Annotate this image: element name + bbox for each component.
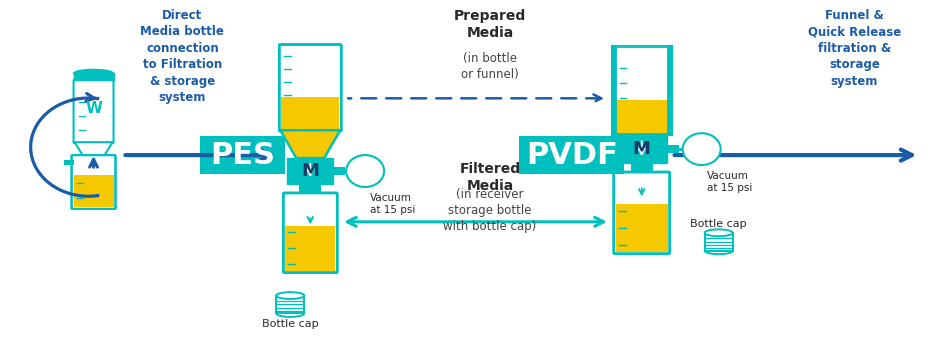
FancyBboxPatch shape xyxy=(86,158,102,170)
FancyBboxPatch shape xyxy=(520,136,624,174)
Ellipse shape xyxy=(276,310,304,317)
FancyBboxPatch shape xyxy=(200,136,285,174)
FancyBboxPatch shape xyxy=(73,73,114,80)
Ellipse shape xyxy=(705,247,732,254)
FancyBboxPatch shape xyxy=(617,135,667,163)
FancyBboxPatch shape xyxy=(616,46,668,100)
Text: Vacuum
at 15 psi: Vacuum at 15 psi xyxy=(707,171,752,193)
Text: (in bottle
or funnel): (in bottle or funnel) xyxy=(461,53,519,81)
FancyBboxPatch shape xyxy=(285,226,335,271)
Text: Bottle cap: Bottle cap xyxy=(691,219,747,229)
FancyBboxPatch shape xyxy=(287,158,333,184)
FancyBboxPatch shape xyxy=(667,145,678,153)
Text: M: M xyxy=(633,140,651,158)
FancyBboxPatch shape xyxy=(73,80,114,143)
Polygon shape xyxy=(705,233,732,251)
FancyBboxPatch shape xyxy=(612,45,672,135)
Text: (in receiver
storage bottle
with bottle cap): (in receiver storage bottle with bottle … xyxy=(444,188,537,233)
FancyBboxPatch shape xyxy=(283,193,337,273)
Text: PVDF: PVDF xyxy=(526,141,618,170)
Text: W: W xyxy=(86,101,102,116)
FancyBboxPatch shape xyxy=(279,45,341,131)
FancyBboxPatch shape xyxy=(616,100,668,134)
FancyBboxPatch shape xyxy=(616,204,668,252)
Text: M: M xyxy=(301,162,319,180)
Ellipse shape xyxy=(705,229,732,236)
Ellipse shape xyxy=(276,292,304,299)
FancyBboxPatch shape xyxy=(631,163,653,173)
Text: Filtered
Media: Filtered Media xyxy=(460,162,521,193)
Text: PES: PES xyxy=(210,141,275,170)
FancyBboxPatch shape xyxy=(81,160,106,170)
Text: Vacuum
at 15 psi: Vacuum at 15 psi xyxy=(370,193,415,215)
Polygon shape xyxy=(280,130,340,158)
FancyBboxPatch shape xyxy=(299,184,321,194)
FancyBboxPatch shape xyxy=(64,160,73,165)
FancyBboxPatch shape xyxy=(614,172,670,254)
Polygon shape xyxy=(276,296,304,314)
Ellipse shape xyxy=(683,133,721,165)
Text: Direct
Media bottle
connection
to Filtration
& storage
system: Direct Media bottle connection to Filtra… xyxy=(141,9,224,104)
FancyBboxPatch shape xyxy=(73,175,114,207)
FancyBboxPatch shape xyxy=(333,167,345,175)
Text: Bottle cap: Bottle cap xyxy=(262,319,318,329)
Text: Funnel &
Quick Release
filtration &
storage
system: Funnel & Quick Release filtration & stor… xyxy=(808,9,901,88)
FancyBboxPatch shape xyxy=(71,155,116,209)
FancyBboxPatch shape xyxy=(281,97,339,129)
Ellipse shape xyxy=(346,155,384,187)
Text: Prepared
Media: Prepared Media xyxy=(454,9,526,40)
Ellipse shape xyxy=(73,69,114,77)
Polygon shape xyxy=(75,142,112,160)
